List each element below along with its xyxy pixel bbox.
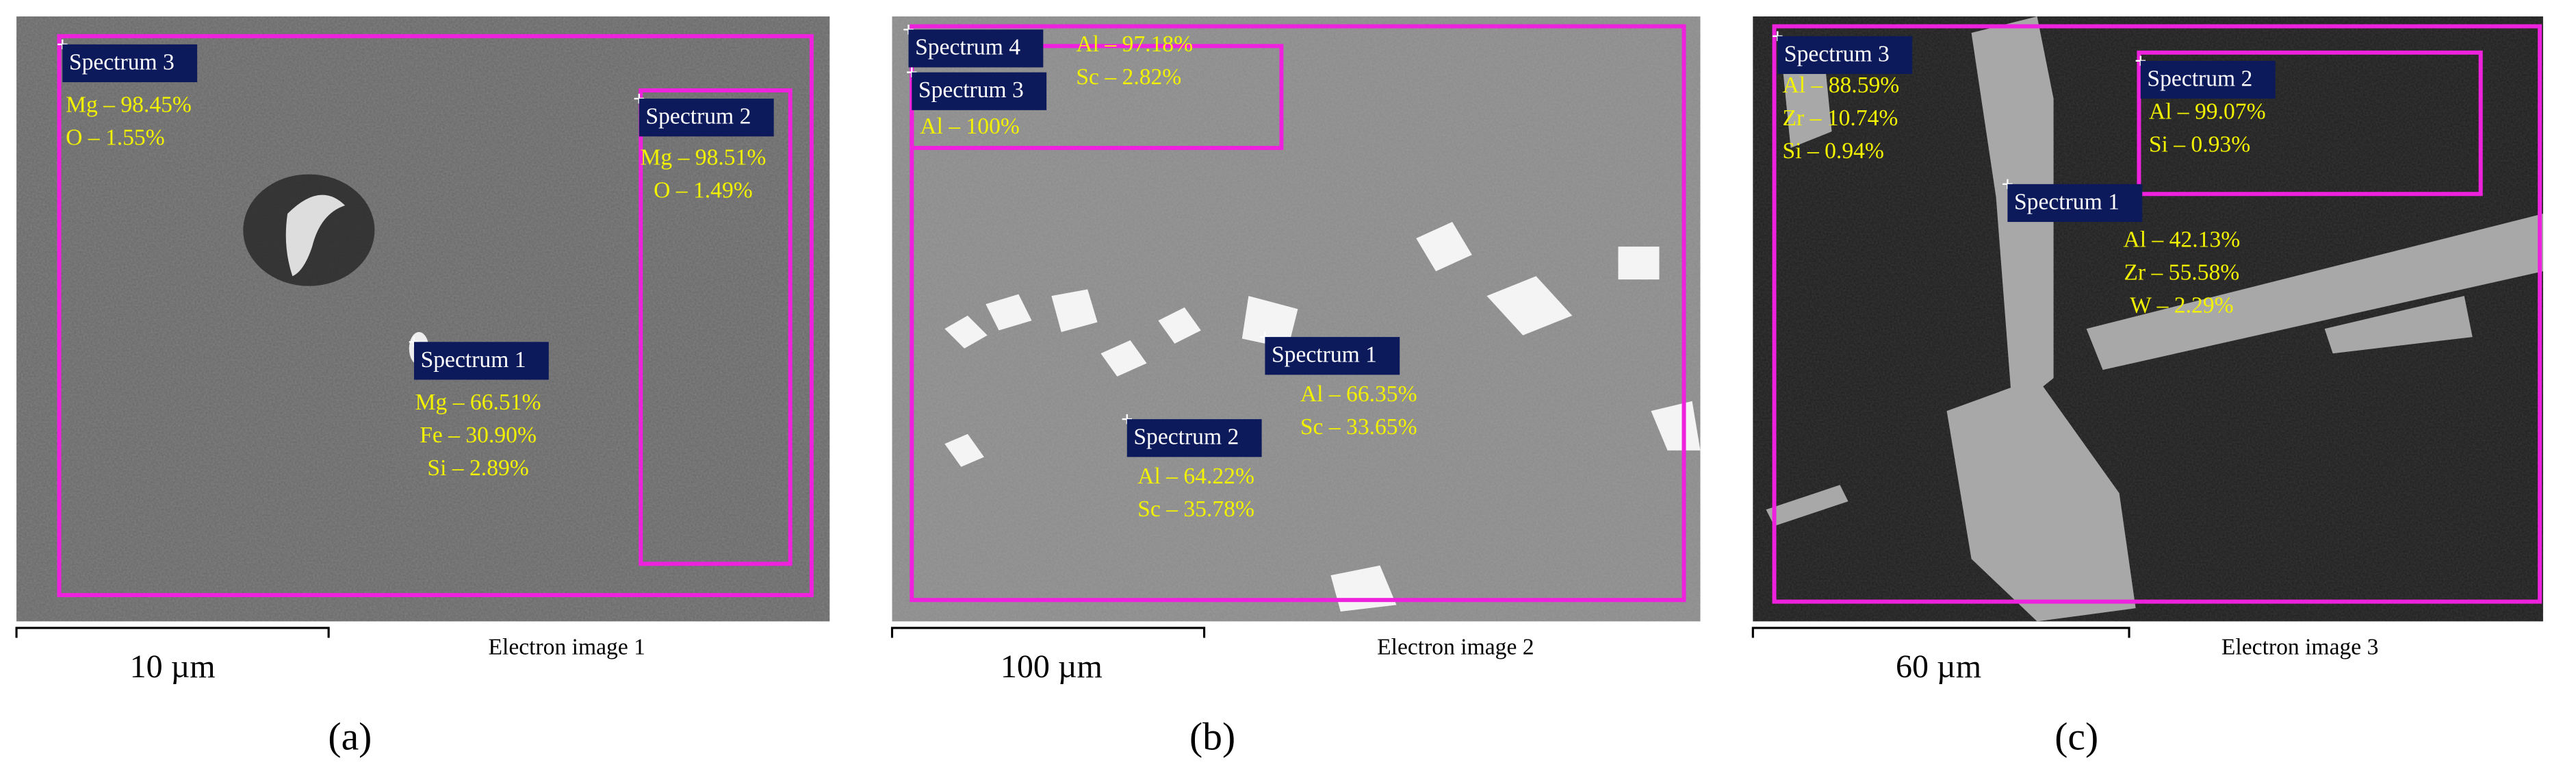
spectrum-label-box (912, 72, 1047, 110)
composition: O – 1.49% (654, 178, 753, 203)
composition: Sc – 35.78% (1137, 496, 1254, 522)
composition: W – 2.29% (2130, 293, 2233, 318)
scale-bar-label: 100 µm (1001, 649, 1103, 685)
composition: Al – 42.13% (2123, 227, 2240, 253)
panel-label: (b) (1189, 716, 1235, 759)
spectrum-label-box (1265, 337, 1400, 375)
spectrum-label-box (2007, 184, 2143, 223)
spectrum-label-box (413, 342, 549, 380)
composition: Si – 2.89% (427, 455, 528, 481)
composition: O – 1.55% (66, 125, 165, 151)
image-c (1753, 16, 2543, 622)
composition: Sc – 2.82% (1076, 64, 1181, 90)
composition: Al – 88.59% (1783, 73, 1900, 98)
scale-bar-label: 60 µm (1896, 649, 1981, 685)
composition: Si – 0.94% (1783, 138, 1884, 164)
spectrum-name: Spectrum 1 (2014, 189, 2120, 214)
spectrum-name: Spectrum 4 (915, 35, 1020, 60)
spectrum-name: Spectrum 2 (645, 104, 751, 129)
composition: Al – 99.07% (2149, 99, 2266, 124)
spectrum-name: Spectrum 1 (421, 347, 526, 373)
composition: Mg – 98.45% (66, 92, 192, 118)
image-caption: Electron image 3 (2221, 634, 2378, 659)
spectrum-name: Spectrum 3 (1784, 41, 1890, 66)
scale-bar-label: 10 µm (130, 649, 216, 685)
spectrum-name: Spectrum 3 (69, 49, 175, 75)
composition: Mg – 66.51% (415, 390, 541, 415)
spectrum-name: Spectrum 1 (1272, 342, 1377, 368)
composition: Al – 64.22% (1137, 464, 1254, 489)
spectrum-name: Spectrum 2 (1133, 425, 1239, 450)
composition: Mg – 98.51% (641, 145, 767, 171)
spectrum-label-box (1126, 419, 1262, 457)
composition: Zr – 10.74% (1783, 105, 1898, 131)
spectrum-name: Spectrum 2 (2147, 66, 2252, 91)
composition: Al – 97.18% (1076, 32, 1193, 57)
spectrum-label-box (62, 44, 198, 83)
panel-label: (a) (328, 716, 372, 759)
composition: Si – 0.93% (2149, 131, 2250, 157)
scale-bars (15, 627, 2130, 638)
panel-label: (c) (2055, 716, 2098, 759)
spectrum-name: Spectrum 3 (918, 77, 1024, 103)
composition: Al – 66.35% (1300, 381, 1417, 407)
image-b (892, 16, 1701, 622)
spectrum-label-box (639, 99, 774, 137)
composition: Fe – 30.90% (420, 423, 537, 448)
spectrum-label-box (2140, 60, 2276, 99)
composition: Zr – 55.58% (2124, 260, 2239, 286)
spectrum-label-box (908, 29, 1044, 68)
image-caption: Electron image 2 (1377, 634, 1534, 659)
composition: Al – 100% (920, 114, 1020, 139)
image-caption: Electron image 1 (488, 634, 645, 659)
composition: Sc – 33.65% (1300, 414, 1417, 440)
spectrum-label-box (1777, 36, 1913, 75)
